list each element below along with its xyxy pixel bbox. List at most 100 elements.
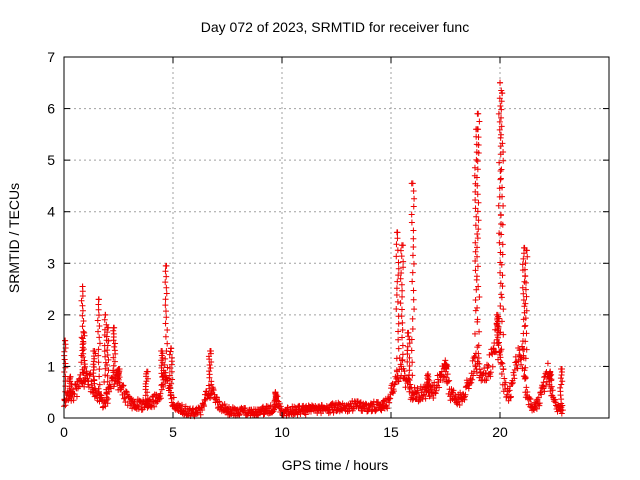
data-point [507,393,514,400]
data-point [410,235,417,242]
data-point [104,324,111,331]
data-point [80,317,87,324]
data-point [474,208,481,215]
data-point [476,328,483,335]
data-point [70,397,77,404]
data-point [168,380,175,387]
y-tick-label: 7 [47,49,55,65]
data-point [159,373,166,380]
data-point [95,352,102,359]
data-point [522,375,529,382]
data-point [523,279,530,286]
y-tick-label: 4 [47,204,55,220]
data-point [399,293,406,300]
data-point [206,371,213,378]
data-point [394,368,401,375]
data-point [500,331,507,338]
data-point [495,110,502,117]
data-point [475,342,482,349]
data-point [522,389,529,396]
data-point [409,325,416,332]
data-point [533,405,540,412]
data-point [381,398,388,405]
data-point [502,379,509,386]
data-point [493,349,500,356]
data-point [399,356,406,363]
data-point [95,306,102,313]
data-point [170,401,177,408]
data-point [70,386,77,393]
data-point [395,336,402,343]
data-point [469,357,476,364]
data-point [398,281,405,288]
data-point [62,360,69,367]
data-point [102,311,109,318]
data-point [110,330,117,337]
data-point [272,389,279,396]
data-point [557,384,564,391]
data-point [111,343,118,350]
data-point [399,327,406,334]
data-point [540,379,547,386]
data-point [394,278,401,285]
data-point [499,241,506,248]
data-point [522,322,529,329]
data-point [104,351,111,358]
data-point [473,174,480,181]
data-point [516,347,523,354]
data-point [96,373,103,380]
data-point [80,329,87,336]
chart-title: Day 072 of 2023, SRMTID for receiver fun… [201,19,469,35]
data-point [242,405,249,412]
data-point [473,369,480,376]
data-point [548,383,555,390]
data-point [499,272,506,279]
data-point [95,346,102,353]
data-point [558,396,565,403]
data-point [62,383,69,390]
data-point [96,381,103,388]
data-point [163,290,170,297]
data-point [497,143,504,150]
data-point [474,263,481,270]
data-point [472,297,479,304]
data-point [472,239,479,246]
data-point [398,253,405,260]
data-point [406,354,413,361]
data-point [397,300,404,307]
data-point [497,175,504,182]
data-point [549,387,556,394]
data-point [497,168,504,175]
data-point [520,290,527,297]
grid-lines [64,57,609,418]
data-point [522,315,529,322]
data-point [483,377,490,384]
data-point [162,279,169,286]
data-point [425,371,432,378]
data-point [96,366,103,373]
data-point [522,364,529,371]
data-point [151,403,158,410]
data-point [519,284,526,291]
data-series [61,79,566,420]
data-point [91,376,98,383]
data-point [265,405,272,412]
data-point [496,118,503,125]
data-point [163,347,170,354]
data-point [409,180,416,187]
axis-ticks: 0 5 10 15 20 0 1 2 3 4 5 6 7 [47,49,609,440]
data-point [522,300,529,307]
data-point [115,376,122,383]
data-point [103,394,110,401]
data-point [398,270,405,277]
data-point [487,369,494,376]
data-point [408,211,415,218]
data-point [476,118,483,125]
data-point [163,262,170,269]
data-point [399,319,406,326]
data-point [472,307,479,314]
data-point [494,311,501,318]
data-point [474,166,481,173]
data-point [558,410,565,417]
data-point [498,131,505,138]
